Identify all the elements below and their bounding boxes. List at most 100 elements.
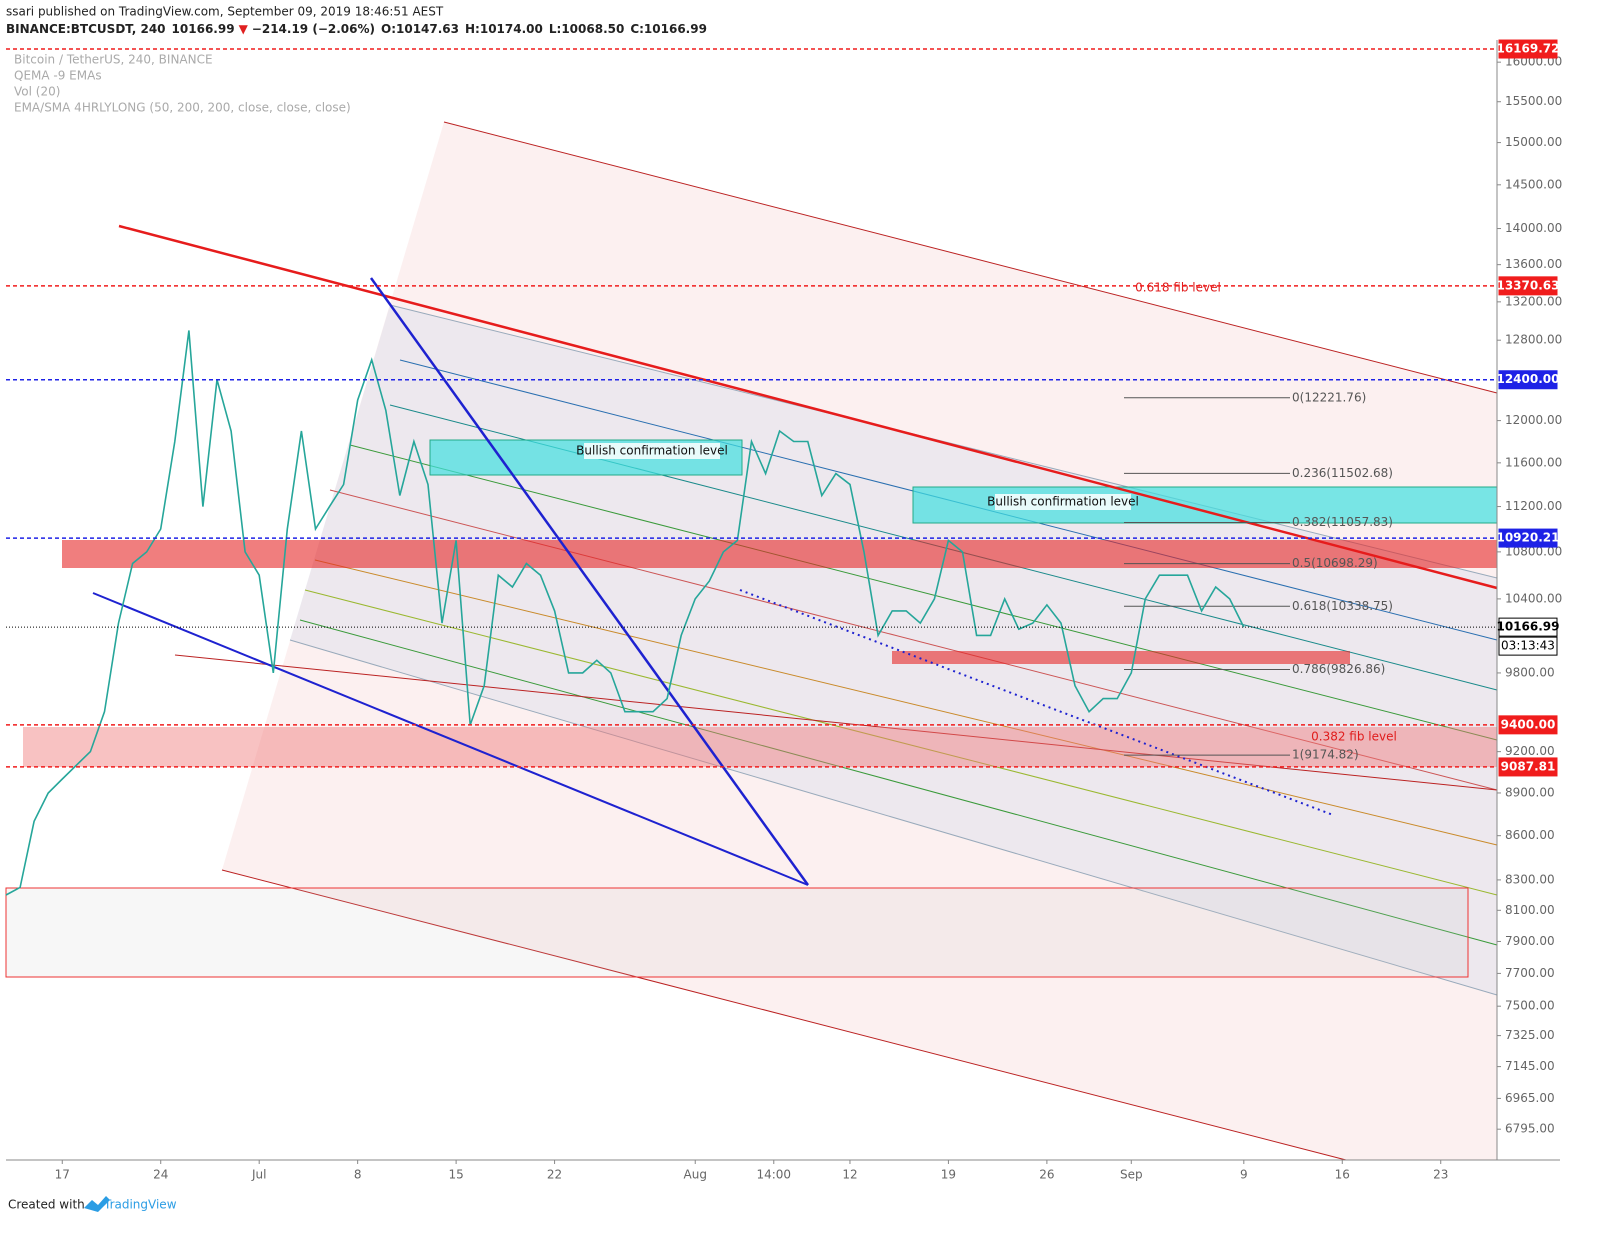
y-tick-label: 10400.00 xyxy=(1505,591,1562,605)
x-tick-label: 12 xyxy=(842,1168,857,1182)
publisher: ssari published on TradingView.com, Sept… xyxy=(6,5,444,19)
y-tick-label: 6795.00 xyxy=(1505,1122,1555,1136)
annotation-box xyxy=(584,443,720,459)
fib-label: 0.786(9826.86) xyxy=(1292,662,1385,676)
y-tick-label: 14500.00 xyxy=(1505,177,1562,191)
logo xyxy=(84,1196,110,1212)
low: L:10068.50 xyxy=(549,22,624,36)
high: H:10174.00 xyxy=(465,22,543,36)
y-tick-label: 14000.00 xyxy=(1505,221,1562,235)
y-tick-label: 11600.00 xyxy=(1505,455,1562,469)
y-tick-label: 7325.00 xyxy=(1505,1028,1555,1042)
price-tag xyxy=(1498,276,1558,296)
fib-label: 0.382(11057.83) xyxy=(1292,515,1393,529)
y-tick-label: 9800.00 xyxy=(1505,665,1555,679)
y-tick-label: 15000.00 xyxy=(1505,135,1562,149)
fib-label: 1(9174.82) xyxy=(1292,748,1359,762)
y-tick-label: 7900.00 xyxy=(1505,934,1555,948)
x-tick-label: 8 xyxy=(354,1168,362,1182)
x-tick-label: 16 xyxy=(1335,1168,1350,1182)
legend-item: EMA/SMA 4HRLYLONG (50, 200, 200, close, … xyxy=(14,101,351,115)
countdown: 03:13:43 xyxy=(1501,639,1555,653)
price-tag xyxy=(1498,39,1558,59)
annotation: 0.618 fib level xyxy=(1135,281,1221,295)
y-tick-label: 6965.00 xyxy=(1505,1091,1555,1105)
x-tick-label: Sep xyxy=(1120,1168,1143,1182)
zone xyxy=(23,727,1497,767)
legend-item: Vol (20) xyxy=(14,85,60,99)
channel-top xyxy=(443,121,1498,394)
y-tick-label: 8300.00 xyxy=(1505,872,1555,886)
fib-label: 0.618(10338.75) xyxy=(1292,599,1393,613)
price-tag-label: 9087.81 xyxy=(1501,759,1556,773)
annotation-box xyxy=(995,494,1131,510)
fib-label: 0.5(10698.29) xyxy=(1292,556,1378,570)
x-tick-label: Jul xyxy=(251,1168,266,1182)
fork-fill xyxy=(290,305,1497,995)
trendline xyxy=(92,592,809,886)
last: 10166.99 xyxy=(172,22,235,36)
fib-label: 0.236(11502.68) xyxy=(1292,466,1393,480)
price-tag-label: 10920.21 xyxy=(1496,531,1559,545)
y-tick-label: 9200.00 xyxy=(1505,744,1555,758)
y-tick-label: 12800.00 xyxy=(1505,333,1562,347)
x-tick-label: 9 xyxy=(1240,1168,1248,1182)
annotation: 0.382 fib level xyxy=(1311,730,1397,744)
footer-brand: TradingView xyxy=(103,1198,177,1212)
symbol: BINANCE:BTCUSDT, 240 xyxy=(6,22,166,36)
price-tag xyxy=(1498,757,1558,777)
x-tick-label: 26 xyxy=(1039,1168,1054,1182)
y-tick-label: 8100.00 xyxy=(1505,903,1555,917)
price-line xyxy=(5,330,1245,896)
y-tick-label: 13200.00 xyxy=(1505,294,1562,308)
price-tag-label: 10166.99 xyxy=(1496,620,1559,634)
drawings xyxy=(5,121,1498,1161)
zone xyxy=(892,651,1350,664)
channel-fill xyxy=(222,122,1497,1160)
trendline xyxy=(118,224,1498,590)
x-tick-label: 24 xyxy=(153,1168,168,1182)
legend-item: QEMA -9 EMAs xyxy=(14,69,102,83)
price-tag xyxy=(1498,370,1558,390)
y-tick-label: 15500.00 xyxy=(1505,94,1562,108)
trendline xyxy=(739,589,1334,816)
y-tick-label: 7700.00 xyxy=(1505,966,1555,980)
fib-label: 0(12221.76) xyxy=(1292,390,1366,404)
annotation: Bullish confirmation level xyxy=(987,495,1139,509)
footer-created: Created with xyxy=(8,1198,85,1212)
price-tag xyxy=(1498,715,1558,735)
x-tick-label: 19 xyxy=(941,1168,956,1182)
price-tag xyxy=(1498,617,1558,637)
y-tick-label: 13600.00 xyxy=(1505,257,1562,271)
x-tick-label: 17 xyxy=(55,1168,70,1182)
price-tag xyxy=(1498,528,1558,548)
y-tick-label: 8900.00 xyxy=(1505,785,1555,799)
x-tick-label: 15 xyxy=(448,1168,463,1182)
x-tick-label: 22 xyxy=(547,1168,562,1182)
legend-item: Bitcoin / TetherUS, 240, BINANCE xyxy=(14,53,213,67)
plot: 0(12221.76) 0.236(11502.68) 0.382(11057.83… xyxy=(5,281,1397,896)
close: C:10166.99 xyxy=(630,22,707,36)
countdown-tag xyxy=(1498,636,1558,656)
y-tick-label: 12000.00 xyxy=(1505,413,1562,427)
x-tick-label: 14:00 xyxy=(756,1168,791,1182)
quote: BINANCE:BTCUSDT, 240 10166.99 ▼ −214.19 (−2… xyxy=(6,22,707,36)
y-tick-label: 7500.00 xyxy=(1505,999,1555,1013)
y-tick-label: 7145.00 xyxy=(1505,1059,1555,1073)
x-tick-label: Aug xyxy=(684,1168,707,1182)
price-tag-label: 16169.72 xyxy=(1496,42,1559,56)
arrow: ▼ xyxy=(239,22,249,36)
channel-bottom xyxy=(221,869,1347,1161)
price-tag-label: 12400.00 xyxy=(1496,372,1559,386)
zone xyxy=(5,887,1469,978)
annotation: Bullish confirmation level xyxy=(576,444,728,458)
y-tick-label: 8600.00 xyxy=(1505,828,1555,842)
price-tag-label: 13370.63 xyxy=(1496,278,1559,292)
y-tick-label: 10800.00 xyxy=(1505,544,1562,558)
open: O:10147.63 xyxy=(381,22,459,36)
y-tick-label: 11200.00 xyxy=(1505,499,1562,513)
price-tag-label: 9400.00 xyxy=(1501,717,1556,731)
change: −214.19 (−2.06%) xyxy=(252,22,375,36)
